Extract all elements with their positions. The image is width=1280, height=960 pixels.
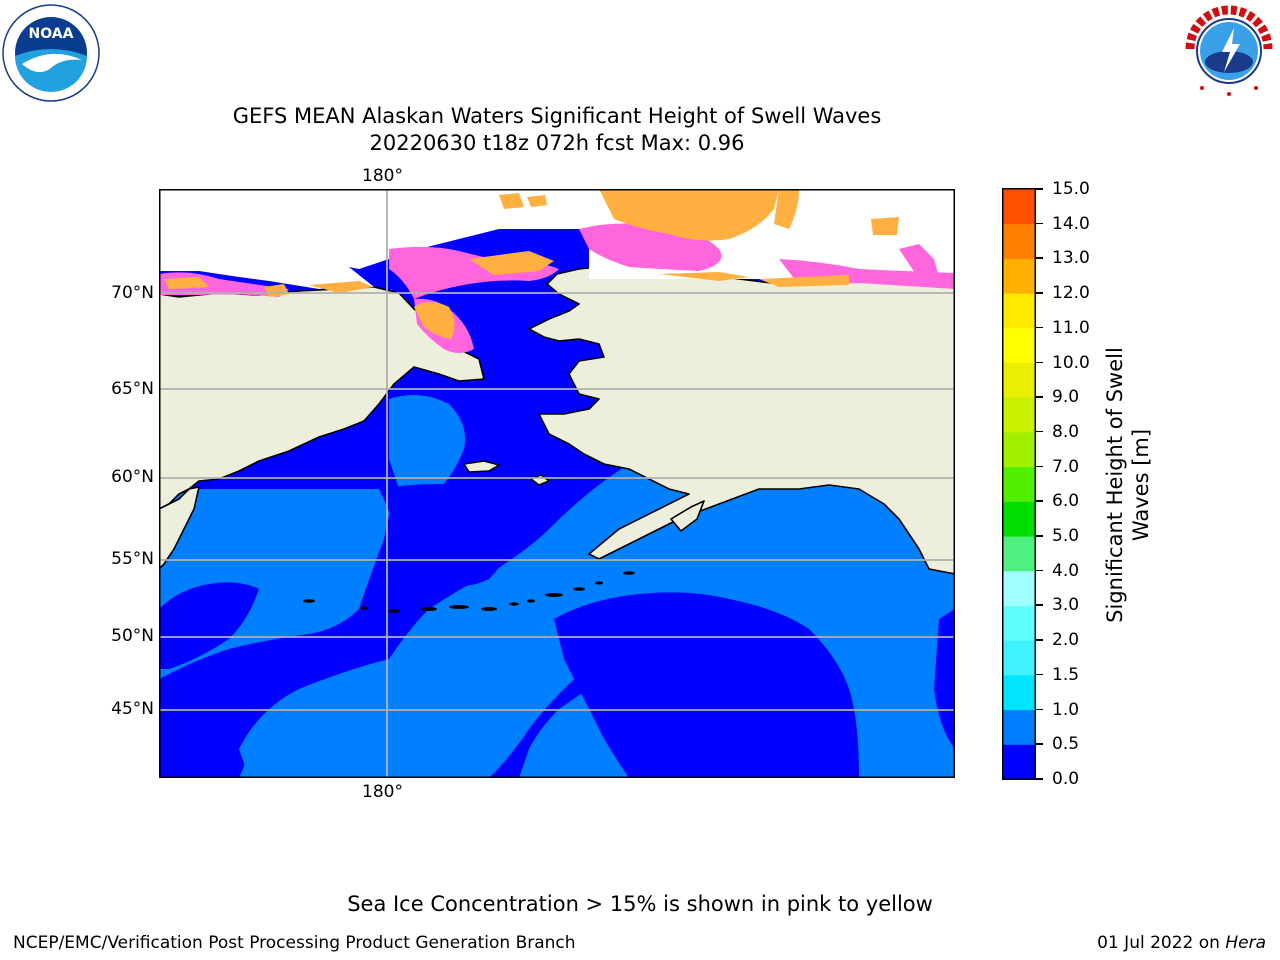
colorbar-tick-label: 2.0: [1052, 630, 1080, 651]
colorbar-tick-mark: [1036, 639, 1043, 641]
sea-ice-note: Sea Ice Concentration > 15% is shown in …: [347, 892, 933, 916]
land-masses: [159, 266, 955, 575]
colorbar-tick-label: 5.0: [1052, 526, 1080, 547]
colorbar-tick-label: 0.5: [1052, 734, 1080, 755]
lat-label-50: 50°N: [111, 626, 154, 646]
colorbar-segment: [1003, 744, 1035, 780]
colorbar-tick-mark: [1036, 257, 1043, 259]
colorbar-tick-mark: [1036, 361, 1043, 364]
colorbar-tick-label: 15.0: [1052, 179, 1090, 199]
colorbar-tick-label: 4.0: [1052, 560, 1080, 581]
colorbar-tick-mark: [1036, 673, 1043, 676]
map-panel: [159, 189, 955, 778]
lat-label-45: 45°N: [111, 699, 154, 719]
colorbar-segment: [1003, 293, 1035, 329]
map-frame: [159, 189, 955, 778]
footer-machine: Hera: [1225, 933, 1266, 953]
noaa-logo: NOAA: [2, 4, 100, 102]
footer-branch: NCEP/EMC/Verification Post Processing Pr…: [13, 933, 576, 953]
colorbar-segment: [1003, 431, 1035, 468]
lat-label-60: 60°N: [111, 467, 154, 487]
colorbar-segment: [1003, 362, 1035, 398]
noaa-logo-text: NOAA: [29, 26, 74, 42]
footer-date: 01 Jul 2022 on Hera: [1097, 933, 1266, 953]
colorbar-tick-mark: [1036, 465, 1043, 468]
colorbar-tick-mark: [1036, 708, 1043, 711]
colorbar-tick-mark: [1036, 743, 1043, 745]
colorbar-tick-label: 7.0: [1052, 456, 1080, 477]
map-title: GEFS MEAN Alaskan Waters Significant Hei…: [232, 104, 882, 128]
footer-date-text: 01 Jul 2022 on: [1097, 933, 1226, 953]
colorbar-tick-label: 13.0: [1052, 248, 1090, 269]
colorbar-tick-mark: [1036, 535, 1043, 537]
colorbar-tick-mark: [1036, 500, 1043, 502]
colorbar-tick-label: 1.0: [1052, 699, 1080, 720]
colorbar-segment: [1003, 570, 1035, 606]
colorbar-frame: [1002, 188, 1036, 780]
colorbar-tick-mark: [1036, 430, 1043, 433]
colorbar-tick-label: 10.0: [1052, 352, 1090, 373]
colorbar-segment: [1003, 674, 1035, 711]
colorbar-segment: [1003, 397, 1035, 433]
colorbar-tick-mark: [1036, 569, 1043, 572]
colorbar-segment: [1003, 709, 1035, 745]
colorbar-segment: [1003, 223, 1035, 259]
colorbar-segment: [1003, 327, 1035, 364]
colorbar: [1002, 188, 1036, 780]
colorbar-segment: [1003, 605, 1035, 641]
colorbar-tick-label: 11.0: [1052, 317, 1090, 338]
colorbar-tick-label: 3.0: [1052, 595, 1080, 616]
colorbar-tick-label: 9.0: [1052, 387, 1080, 408]
colorbar-tick-label: 0.0: [1052, 769, 1080, 789]
lon-label-top: 180°: [362, 166, 403, 186]
colorbar-tick-mark: [1036, 292, 1043, 294]
colorbar-segment: [1003, 466, 1035, 502]
colorbar-tick-mark: [1036, 188, 1043, 190]
colorbar-tick-mark: [1036, 778, 1043, 780]
aleutian-islands: [303, 571, 635, 613]
colorbar-tick-label: 14.0: [1052, 213, 1090, 234]
colorbar-tick-label: 6.0: [1052, 491, 1080, 512]
colorbar-tick-label: 12.0: [1052, 283, 1090, 304]
lat-label-70: 70°N: [111, 283, 154, 303]
nws-logo: [1180, 0, 1278, 98]
colorbar-tick-label: 8.0: [1052, 421, 1080, 442]
colorbar-label-text: Significant Height of Swell Waves [m]: [1103, 347, 1153, 623]
colorbar-segment: [1003, 640, 1035, 676]
colorbar-segment: [1003, 189, 1035, 225]
sea-ice-region: [159, 189, 955, 353]
colorbar-segment: [1003, 258, 1035, 294]
map-subtitle: 20220630 t18z 072h fcst Max: 0.96: [369, 131, 745, 155]
colorbar-tick-mark: [1036, 222, 1043, 225]
colorbar-tick-mark: [1036, 604, 1043, 606]
colorbar-tick-mark: [1036, 326, 1043, 329]
colorbar-tick-mark: [1036, 396, 1043, 398]
colorbar-segment: [1003, 501, 1035, 537]
nws-logo-graphic: [1182, 2, 1276, 96]
lat-label-55: 55°N: [111, 549, 154, 569]
lon-label-bottom: 180°: [362, 782, 403, 802]
map-graticule: [159, 189, 955, 778]
lat-label-65: 65°N: [111, 379, 154, 399]
colorbar-segment: [1003, 536, 1035, 572]
colorbar-tick-label: 1.5: [1052, 664, 1080, 685]
noaa-logo-graphic: NOAA: [2, 4, 100, 102]
